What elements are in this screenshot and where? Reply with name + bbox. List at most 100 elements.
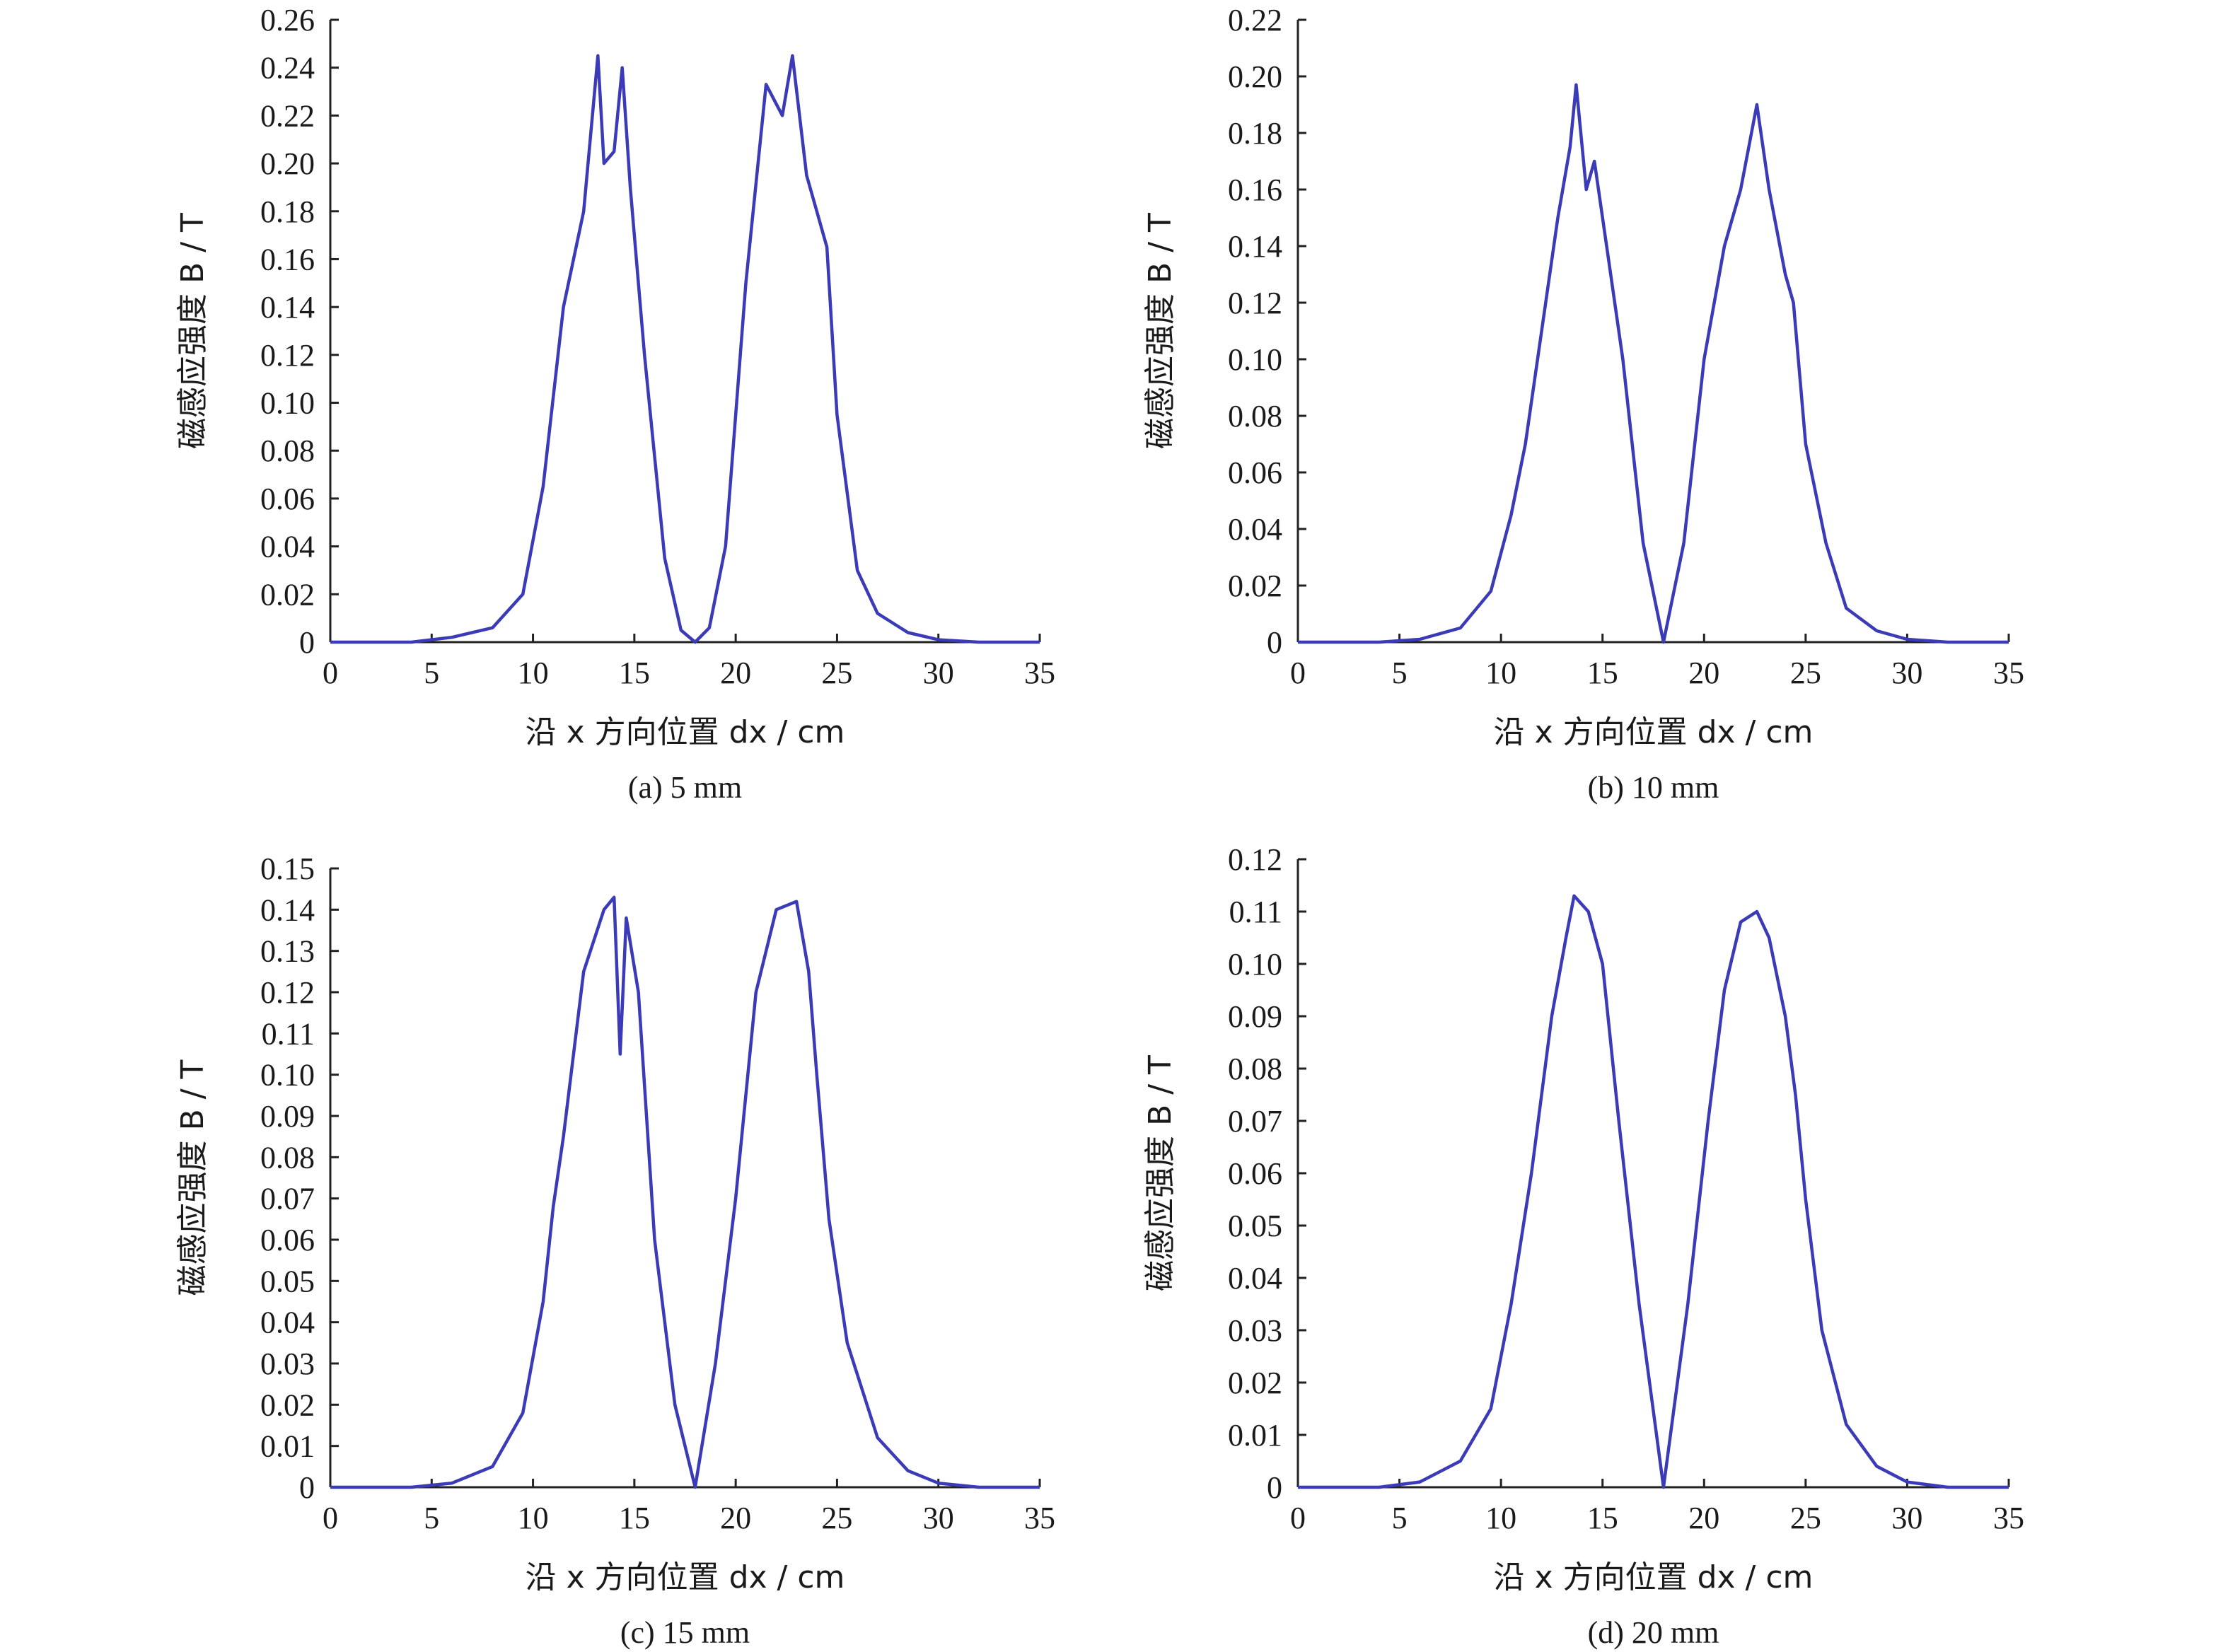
y-tick-label: 0 bbox=[1267, 1470, 1282, 1505]
y-tick-label: 0.20 bbox=[260, 146, 315, 181]
y-tick-label: 0.12 bbox=[1228, 286, 1282, 320]
y-tick-label: 0.12 bbox=[260, 975, 315, 1010]
y-tick-label: 0.22 bbox=[260, 98, 315, 133]
y-tick-label: 0.01 bbox=[260, 1429, 315, 1464]
x-tick-label: 15 bbox=[1587, 656, 1618, 690]
x-tick-label: 5 bbox=[424, 1501, 439, 1535]
y-tick-label: 0.06 bbox=[1228, 455, 1282, 490]
y-tick-label: 0.06 bbox=[260, 1223, 315, 1257]
chart-panel-2: 0 5 10 15 20 25 30 35 0 0.02 0.04 0.06 0.08 0.10 0.12 0… bbox=[1142, 3, 2024, 805]
y-tick-label: 0.11 bbox=[262, 1016, 315, 1051]
y-tick-label: 0.06 bbox=[260, 482, 315, 516]
y-tick-label: 0.10 bbox=[1228, 947, 1282, 982]
x-tick-label: 30 bbox=[923, 1501, 954, 1535]
x-tick-label: 0 bbox=[1290, 656, 1306, 690]
y-tick-label: 0.10 bbox=[260, 386, 315, 421]
x-tick-label: 30 bbox=[923, 656, 954, 690]
y-tick-label: 0.05 bbox=[260, 1264, 315, 1298]
x-tick-label: 20 bbox=[720, 656, 751, 690]
y-tick-label: 0.24 bbox=[260, 51, 315, 86]
chart-panel-4: 0 5 10 15 20 25 30 35 0 0.01 0.02 0.03 0.04 0.05 0.06 0… bbox=[1142, 842, 2024, 1650]
y-tick-label: 0.08 bbox=[260, 1140, 315, 1175]
y-tick-label: 0.02 bbox=[1228, 1366, 1282, 1400]
x-tick-label: 20 bbox=[1688, 1501, 1719, 1535]
y-tick-label: 0.15 bbox=[260, 851, 315, 886]
series-line-B bbox=[1298, 83, 2009, 644]
series-line-B bbox=[330, 895, 1040, 1489]
y-tick-label: 0.07 bbox=[260, 1182, 315, 1216]
y-tick-label: 0.08 bbox=[1228, 1052, 1282, 1086]
y-tick-label: 0.16 bbox=[1228, 173, 1282, 207]
y-axis-label: 磁感应强度 B / T bbox=[175, 213, 211, 449]
x-axis-label: 沿 x 方向位置 dx / cm bbox=[526, 714, 845, 750]
y-axis-label: 磁感应强度 B / T bbox=[1142, 1055, 1178, 1291]
x-tick-label: 30 bbox=[1891, 1501, 1922, 1535]
y-tick-label: 0.22 bbox=[1228, 3, 1282, 37]
y-tick-label: 0.04 bbox=[1228, 1261, 1282, 1296]
y-tick-label: 0.02 bbox=[260, 1388, 315, 1422]
y-tick-label: 0.04 bbox=[260, 530, 315, 564]
y-tick-label: 0.08 bbox=[260, 434, 315, 468]
y-tick-label: 0.11 bbox=[1229, 895, 1282, 929]
x-tick-label: 30 bbox=[1891, 656, 1922, 690]
y-tick-label: 0.04 bbox=[260, 1305, 315, 1340]
x-tick-label: 5 bbox=[1392, 1501, 1408, 1535]
y-tick-label: 0.06 bbox=[1228, 1156, 1282, 1191]
panel-caption: (a) 5 mm bbox=[628, 770, 742, 805]
y-tick-label: 0 bbox=[299, 625, 315, 660]
y-tick-label: 0.14 bbox=[260, 290, 315, 325]
x-axis-label: 沿 x 方向位置 dx / cm bbox=[526, 1559, 845, 1595]
y-tick-label: 0.12 bbox=[1228, 842, 1282, 877]
y-axis-label: 磁感应强度 B / T bbox=[175, 1059, 211, 1296]
y-tick-label: 0.09 bbox=[260, 1099, 315, 1134]
y-tick-label: 0.10 bbox=[260, 1058, 315, 1093]
x-tick-label: 15 bbox=[619, 1501, 650, 1535]
y-tick-label: 0.02 bbox=[260, 577, 315, 612]
y-tick-label: 0 bbox=[1267, 625, 1282, 660]
x-tick-label: 20 bbox=[1688, 656, 1719, 690]
chart-panel-3: 0 5 10 15 20 25 30 35 0 0.01 0.02 0.03 0.04 0.05 0.06 0… bbox=[175, 851, 1055, 1650]
x-axis-label: 沿 x 方向位置 dx / cm bbox=[1494, 1559, 1814, 1595]
y-tick-label: 0.03 bbox=[1228, 1313, 1282, 1348]
x-tick-label: 20 bbox=[720, 1501, 751, 1535]
x-axis-label: 沿 x 方向位置 dx / cm bbox=[1494, 714, 1814, 750]
x-tick-label: 25 bbox=[1790, 1501, 1821, 1535]
x-tick-label: 10 bbox=[1485, 656, 1516, 690]
panel-caption: (d) 20 mm bbox=[1588, 1615, 1719, 1650]
x-tick-label: 5 bbox=[424, 656, 439, 690]
y-tick-label: 0.18 bbox=[1228, 116, 1282, 151]
y-tick-label: 0.10 bbox=[1228, 342, 1282, 377]
panel-caption: (c) 15 mm bbox=[620, 1615, 750, 1650]
x-tick-label: 10 bbox=[518, 656, 549, 690]
x-tick-label: 5 bbox=[1392, 656, 1408, 690]
y-tick-label: 0.07 bbox=[1228, 1104, 1282, 1139]
y-tick-label: 0.09 bbox=[1228, 999, 1282, 1034]
y-tick-label: 0.14 bbox=[260, 892, 315, 927]
y-axis-label: 磁感应强度 B / T bbox=[1142, 213, 1178, 449]
x-tick-label: 15 bbox=[619, 656, 650, 690]
y-tick-label: 0.01 bbox=[1228, 1418, 1282, 1453]
chart-panel-1: 0 5 10 15 20 25 30 35 0 0.02 0.04 0.06 0.08 0.10 0.12 0… bbox=[175, 3, 1055, 805]
y-tick-label: 0.08 bbox=[1228, 399, 1282, 434]
x-tick-label: 25 bbox=[1790, 656, 1821, 690]
x-tick-label: 10 bbox=[1485, 1501, 1516, 1535]
x-tick-label: 35 bbox=[1024, 656, 1055, 690]
series-line-B bbox=[1298, 894, 2009, 1489]
x-tick-label: 10 bbox=[518, 1501, 549, 1535]
series-line-B bbox=[330, 54, 1040, 644]
y-tick-label: 0.13 bbox=[260, 934, 315, 969]
y-tick-label: 0.18 bbox=[260, 194, 315, 229]
x-tick-label: 0 bbox=[323, 656, 338, 690]
x-tick-label: 0 bbox=[1290, 1501, 1306, 1535]
x-tick-label: 35 bbox=[1993, 1501, 2024, 1535]
y-tick-label: 0.12 bbox=[260, 338, 315, 373]
x-tick-label: 25 bbox=[821, 1501, 852, 1535]
y-tick-label: 0.04 bbox=[1228, 512, 1282, 547]
y-tick-label: 0.26 bbox=[260, 3, 315, 37]
x-tick-label: 15 bbox=[1587, 1501, 1618, 1535]
x-tick-label: 35 bbox=[1024, 1501, 1055, 1535]
y-tick-label: 0.05 bbox=[1228, 1209, 1282, 1243]
y-tick-label: 0.14 bbox=[1228, 229, 1282, 264]
y-tick-label: 0.16 bbox=[260, 242, 315, 277]
